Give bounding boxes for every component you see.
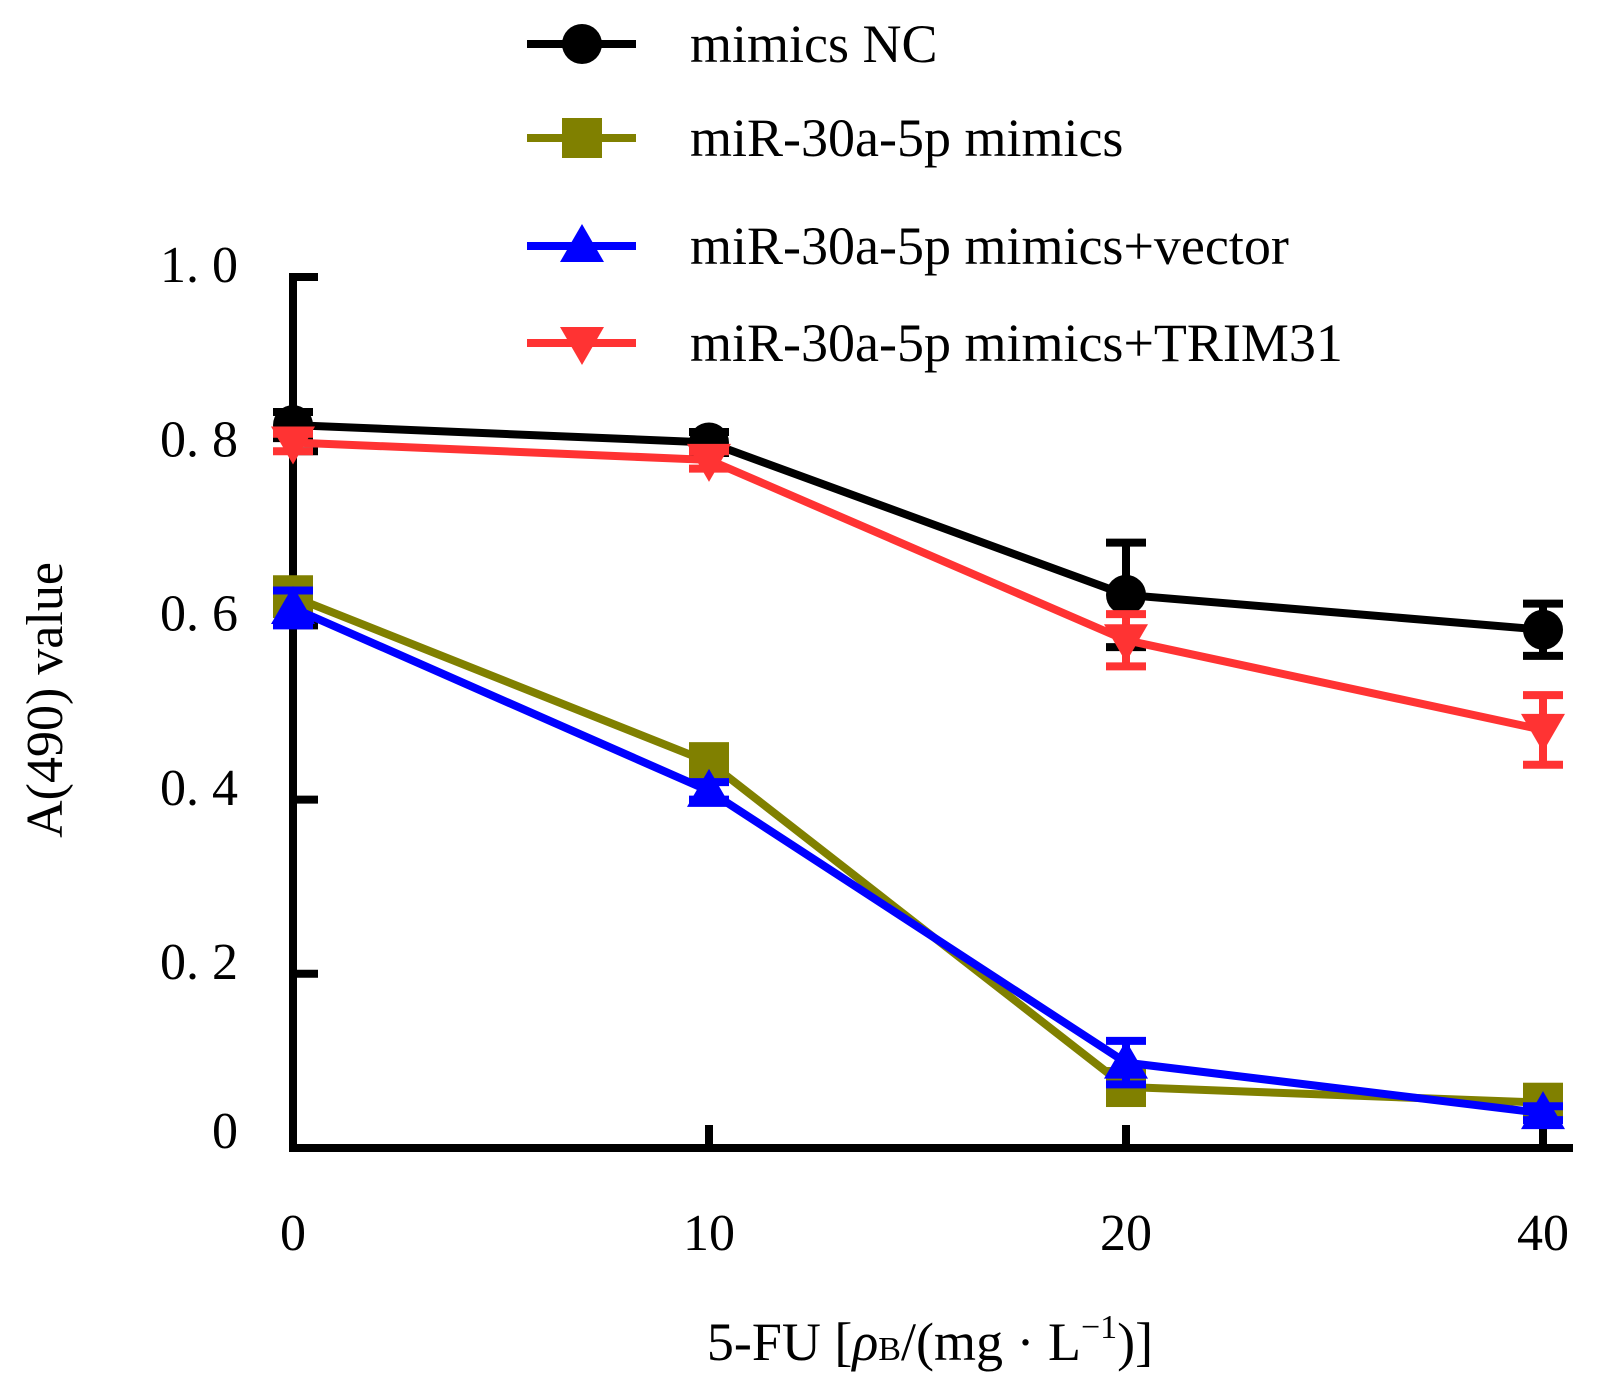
- y-ticks: 0 0. 2 0. 4 0. 6 0. 8 1. 0: [160, 237, 318, 1160]
- y-tick-label: 0. 4: [160, 760, 238, 817]
- x-tick-label: 0: [280, 1205, 306, 1262]
- data-point: [271, 585, 315, 624]
- legend-marker-triangle-down-icon: [560, 327, 604, 365]
- x-tick-label: 10: [683, 1205, 735, 1262]
- x-axis-label-prefix: 5-FU [: [707, 1312, 853, 1372]
- series-mimics-nc: [273, 405, 1563, 660]
- x-axis-label-mid: /(mg · L: [901, 1312, 1081, 1372]
- legend-label: mimics NC: [690, 14, 938, 74]
- x-axis-label-sub: B: [878, 1331, 901, 1368]
- legend-label: miR-30a-5p mimics+vector: [690, 216, 1289, 276]
- data-point: [687, 443, 731, 482]
- data-point: [1521, 713, 1565, 752]
- data-point: [1104, 624, 1148, 663]
- legend-item: mimics NC: [527, 14, 938, 74]
- y-axis-label: A(490) value: [17, 562, 74, 838]
- legend-label: miR-30a-5p mimics+TRIM31: [690, 313, 1343, 373]
- legend-marker-circle-icon: [562, 24, 602, 64]
- series-mir-30a-5p-mimics-vector: [271, 585, 1565, 1130]
- axes: [289, 273, 1573, 1152]
- x-tick-label: 20: [1100, 1205, 1152, 1262]
- data-point: [687, 768, 731, 807]
- legend-marker-square-icon: [562, 118, 602, 158]
- y-tick-label: 0. 6: [160, 586, 238, 643]
- series-mir-30a-5p-mimics-trim31: [271, 426, 1565, 769]
- y-tick-label: 0. 8: [160, 411, 238, 468]
- series-group: [271, 405, 1565, 1130]
- series-line: [291, 604, 1544, 1118]
- x-axis-label: 5-FU [ρB/(mg · L−1)]: [707, 1309, 1153, 1372]
- legend-marker-triangle-up-icon: [560, 224, 604, 262]
- legend: mimics NC miR-30a-5p mimics miR-30a-5p mim…: [527, 14, 1343, 373]
- data-point: [1521, 1091, 1565, 1130]
- legend-item: miR-30a-5p mimics+vector: [527, 216, 1289, 276]
- x-axis-label-sup: −1: [1081, 1309, 1117, 1346]
- x-axis-label-rho: ρ: [850, 1312, 878, 1372]
- data-point: [1106, 574, 1146, 615]
- data-point: [1104, 1040, 1148, 1079]
- legend-item: miR-30a-5p mimics+TRIM31: [527, 313, 1343, 373]
- series-line: [291, 592, 1544, 1107]
- y-tick-label: 0. 2: [160, 934, 238, 991]
- series-line: [292, 438, 1544, 734]
- legend-item: miR-30a-5p mimics: [527, 108, 1123, 168]
- series-mir-30a-5p-mimics: [273, 575, 1563, 1123]
- series-line: [292, 421, 1544, 634]
- data-point: [271, 426, 315, 465]
- legend-label: miR-30a-5p mimics: [690, 108, 1123, 168]
- x-axis-label-suffix: )]: [1117, 1312, 1153, 1372]
- y-tick-label: 1. 0: [160, 237, 238, 294]
- x-tick-label: 40: [1517, 1205, 1569, 1262]
- x-ticks: 0 10 20 40: [280, 1125, 1569, 1262]
- y-tick-label: 0: [212, 1103, 238, 1160]
- data-point: [1523, 609, 1563, 650]
